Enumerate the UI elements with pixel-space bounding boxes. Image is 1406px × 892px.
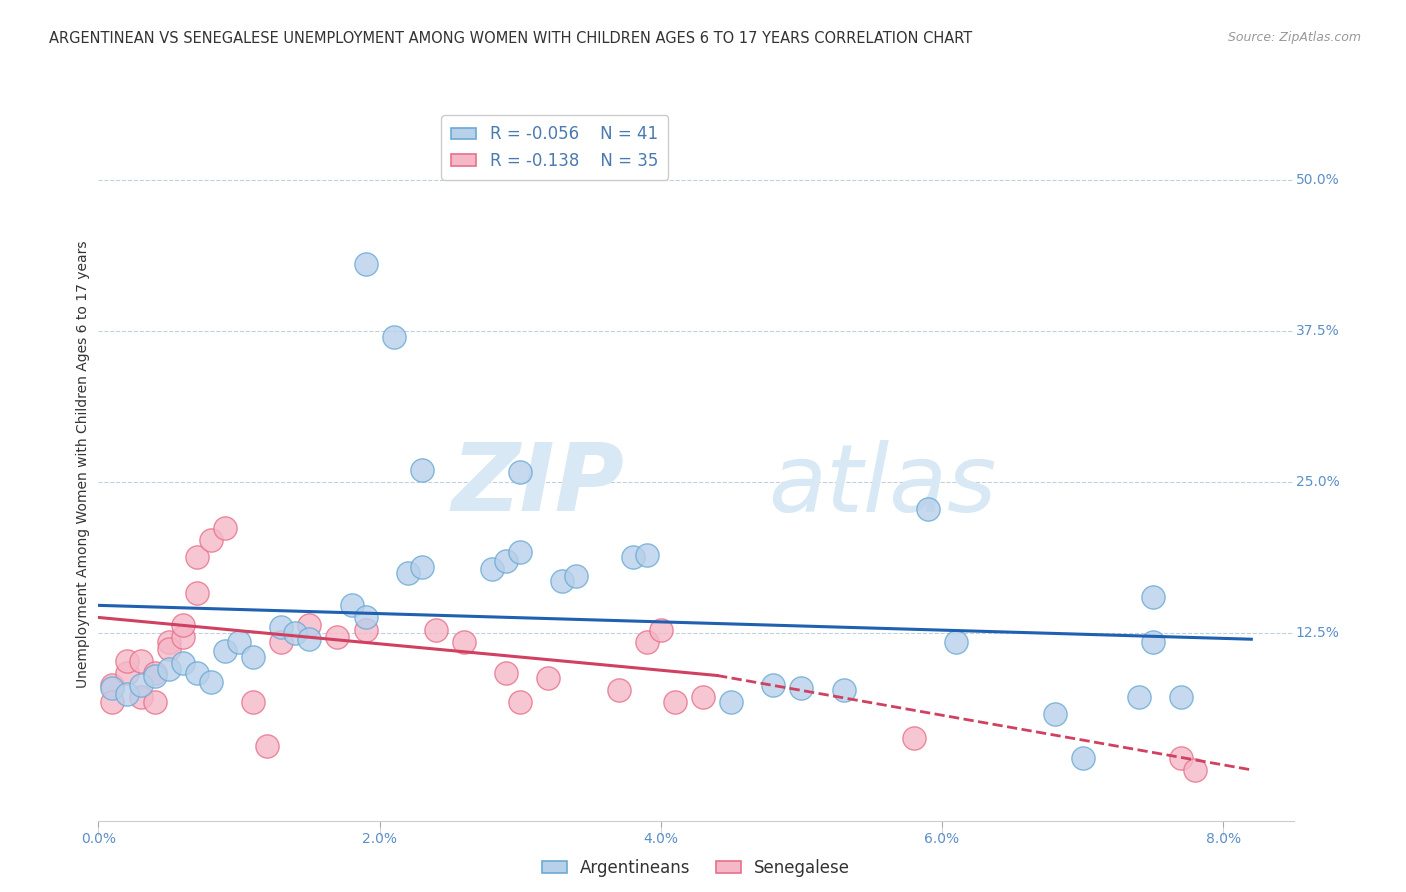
Point — [115, 666, 138, 681]
Point — [832, 683, 855, 698]
Point — [1043, 707, 1066, 722]
Point — [157, 641, 180, 656]
Point — [917, 501, 939, 516]
Point — [509, 465, 531, 479]
Point — [143, 695, 166, 709]
Text: 37.5%: 37.5% — [1296, 324, 1340, 338]
Text: ZIP: ZIP — [451, 439, 624, 532]
Point — [326, 630, 349, 644]
Point — [354, 257, 377, 271]
Point — [200, 674, 222, 689]
Point — [186, 549, 208, 564]
Point — [509, 545, 531, 559]
Point — [101, 681, 124, 695]
Point — [720, 695, 742, 709]
Point — [214, 644, 236, 658]
Point — [157, 663, 180, 677]
Point — [228, 634, 250, 648]
Point — [636, 548, 658, 562]
Point — [650, 623, 672, 637]
Point — [537, 671, 560, 685]
Point — [411, 559, 433, 574]
Point — [1128, 690, 1150, 705]
Text: ARGENTINEAN VS SENEGALESE UNEMPLOYMENT AMONG WOMEN WITH CHILDREN AGES 6 TO 17 YE: ARGENTINEAN VS SENEGALESE UNEMPLOYMENT A… — [49, 31, 973, 46]
Point — [411, 463, 433, 477]
Point — [129, 690, 152, 705]
Point — [340, 599, 363, 613]
Point — [242, 695, 264, 709]
Point — [425, 623, 447, 637]
Text: 12.5%: 12.5% — [1296, 626, 1340, 640]
Point — [692, 690, 714, 705]
Point — [129, 678, 152, 692]
Point — [1184, 763, 1206, 777]
Point — [1142, 590, 1164, 604]
Point — [1170, 690, 1192, 705]
Point — [495, 666, 517, 681]
Point — [481, 562, 503, 576]
Point — [790, 681, 813, 695]
Point — [354, 623, 377, 637]
Point — [143, 666, 166, 681]
Point — [101, 695, 124, 709]
Text: atlas: atlas — [768, 440, 995, 531]
Point — [101, 678, 124, 692]
Point — [157, 634, 180, 648]
Text: 25.0%: 25.0% — [1296, 475, 1340, 489]
Point — [186, 586, 208, 600]
Point — [270, 620, 292, 634]
Point — [1142, 634, 1164, 648]
Point — [945, 634, 967, 648]
Point — [636, 634, 658, 648]
Point — [172, 617, 194, 632]
Point — [200, 533, 222, 547]
Point — [382, 330, 405, 344]
Point — [270, 634, 292, 648]
Point — [256, 739, 278, 753]
Point — [115, 654, 138, 668]
Point — [172, 657, 194, 671]
Point — [551, 574, 574, 589]
Point — [186, 666, 208, 681]
Point — [607, 683, 630, 698]
Point — [242, 650, 264, 665]
Point — [903, 731, 925, 746]
Text: Source: ZipAtlas.com: Source: ZipAtlas.com — [1227, 31, 1361, 45]
Point — [298, 632, 321, 647]
Point — [664, 695, 686, 709]
Point — [129, 654, 152, 668]
Point — [298, 617, 321, 632]
Point — [143, 668, 166, 682]
Point — [621, 549, 644, 564]
Legend: Argentineans, Senegalese: Argentineans, Senegalese — [536, 853, 856, 884]
Point — [453, 634, 475, 648]
Point — [1170, 750, 1192, 764]
Point — [115, 687, 138, 701]
Point — [509, 695, 531, 709]
Point — [1071, 750, 1094, 764]
Point — [172, 630, 194, 644]
Point — [565, 569, 588, 583]
Y-axis label: Unemployment Among Women with Children Ages 6 to 17 years: Unemployment Among Women with Children A… — [76, 240, 90, 688]
Point — [354, 610, 377, 624]
Text: 50.0%: 50.0% — [1296, 173, 1340, 186]
Point — [214, 521, 236, 535]
Point — [396, 566, 419, 580]
Point — [495, 553, 517, 567]
Point — [284, 626, 307, 640]
Point — [762, 678, 785, 692]
